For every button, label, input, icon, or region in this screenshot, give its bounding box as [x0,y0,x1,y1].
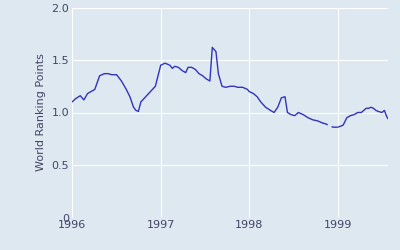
Y-axis label: World Ranking Points: World Ranking Points [36,54,46,172]
